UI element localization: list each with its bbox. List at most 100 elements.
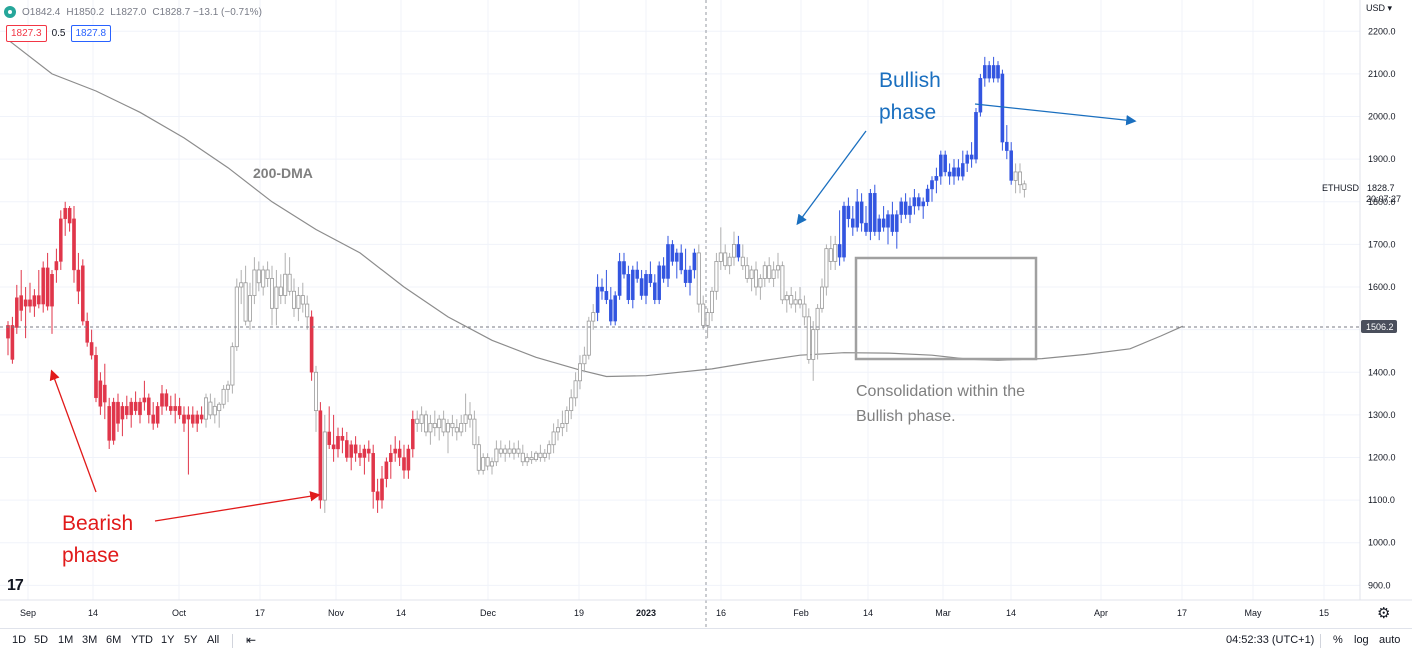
candle-body <box>657 265 661 301</box>
range-5y-button[interactable]: 5Y <box>184 634 198 646</box>
price-tick-label: 1800.0 <box>1368 197 1396 207</box>
log-scale-button[interactable]: log <box>1354 634 1369 646</box>
candle-body <box>780 265 785 301</box>
candle <box>631 265 635 309</box>
time-tick-label: Sep <box>20 608 36 618</box>
candle <box>367 440 371 462</box>
price-tick-label: 1100.0 <box>1368 495 1395 505</box>
candle-body <box>252 269 257 296</box>
candle <box>573 372 578 407</box>
candle <box>155 402 160 428</box>
candle-body <box>195 414 200 424</box>
candle-body <box>987 65 991 79</box>
candle <box>322 414 327 513</box>
price-chart[interactable]: 200-DMA Bearish phase Bullish phase Cons… <box>0 0 1412 628</box>
candle-body <box>969 154 974 160</box>
candle <box>512 442 517 460</box>
bullish-label-line1: Bullish <box>879 69 941 92</box>
candle-body <box>784 295 789 301</box>
candle <box>345 431 349 462</box>
candle <box>10 316 15 364</box>
candle-body <box>445 423 450 433</box>
candle-body <box>94 355 98 399</box>
time-tick-label: Mar <box>935 608 951 618</box>
candle <box>864 206 868 236</box>
candle-body <box>336 435 340 450</box>
settings-gear-icon[interactable]: ⚙ <box>1377 605 1391 622</box>
clock-timezone[interactable]: 04:52:33 (UTC+1) <box>1226 634 1315 646</box>
percent-scale-button[interactable]: % <box>1333 634 1343 646</box>
last-price-label: 1828.7 <box>1367 183 1395 193</box>
candle <box>305 295 310 330</box>
candle <box>745 257 750 283</box>
market-status-icon <box>4 6 16 18</box>
candle-body <box>661 265 666 279</box>
candle-body <box>701 303 706 326</box>
sell-price-button[interactable]: 1827.3 <box>6 25 47 42</box>
range-ytd-button[interactable]: YTD <box>131 634 153 646</box>
candle <box>613 291 617 326</box>
candle <box>19 269 24 322</box>
candle-body <box>978 77 983 113</box>
candle-body <box>679 252 683 271</box>
candle <box>696 244 701 313</box>
candle <box>727 252 732 275</box>
candle-body <box>160 393 164 407</box>
candle <box>234 278 239 351</box>
candle <box>423 410 428 437</box>
candle <box>798 287 803 309</box>
candle-body <box>516 448 521 454</box>
currency-selector[interactable]: USD ▾ <box>1366 3 1393 13</box>
candle <box>987 61 991 83</box>
candle-body <box>50 274 54 307</box>
candle-body <box>864 222 868 232</box>
range-3m-button[interactable]: 3M <box>82 634 98 646</box>
candle-body <box>683 269 688 283</box>
candle <box>855 188 859 232</box>
auto-scale-button[interactable]: auto <box>1379 634 1401 646</box>
candle <box>670 240 675 266</box>
candle <box>23 287 28 339</box>
candle <box>37 269 41 309</box>
price-axis: 2200.0 2100.0 2000.0 1900.0 1800.0 1700.0 1600… <box>0 0 1412 601</box>
candle-body <box>300 295 305 305</box>
candle <box>520 444 525 467</box>
candle-body <box>868 193 873 232</box>
candle <box>903 193 908 219</box>
candle-body <box>1000 73 1005 143</box>
candle-body <box>710 290 715 313</box>
candle-body <box>965 154 969 164</box>
range-6m-button[interactable]: 6M <box>106 634 122 646</box>
candle <box>675 248 679 279</box>
candle <box>309 310 314 381</box>
candle <box>503 444 508 462</box>
range-1y-button[interactable]: 1Y <box>161 634 175 646</box>
candle-body <box>542 452 547 458</box>
candle-body <box>415 418 420 424</box>
candle-body <box>37 295 41 305</box>
candle-body <box>247 295 252 322</box>
range-5d-button[interactable]: 5D <box>34 634 49 646</box>
candle <box>793 291 798 313</box>
candle-body <box>397 448 402 458</box>
range-1m-button[interactable]: 1M <box>58 634 74 646</box>
buy-price-button[interactable]: 1827.8 <box>70 25 112 42</box>
candle <box>265 261 270 288</box>
chart-grid <box>0 0 1360 600</box>
range-all-button[interactable]: All <box>207 634 220 646</box>
calendar-goto-icon[interactable]: ⇤ <box>246 633 257 647</box>
candle <box>507 440 512 458</box>
range-1d-button[interactable]: 1D <box>12 634 27 646</box>
candle-body <box>556 427 561 433</box>
candle-body <box>921 201 925 207</box>
candle-body <box>675 252 679 262</box>
candle <box>195 410 200 432</box>
candle <box>551 423 556 454</box>
candle <box>1018 163 1023 194</box>
candle-body <box>895 214 899 232</box>
tradingview-logo-icon[interactable]: 17 <box>7 577 24 594</box>
candle-body <box>631 269 635 301</box>
candle-body <box>428 423 433 433</box>
candle <box>437 414 442 441</box>
candle-body <box>622 261 626 275</box>
